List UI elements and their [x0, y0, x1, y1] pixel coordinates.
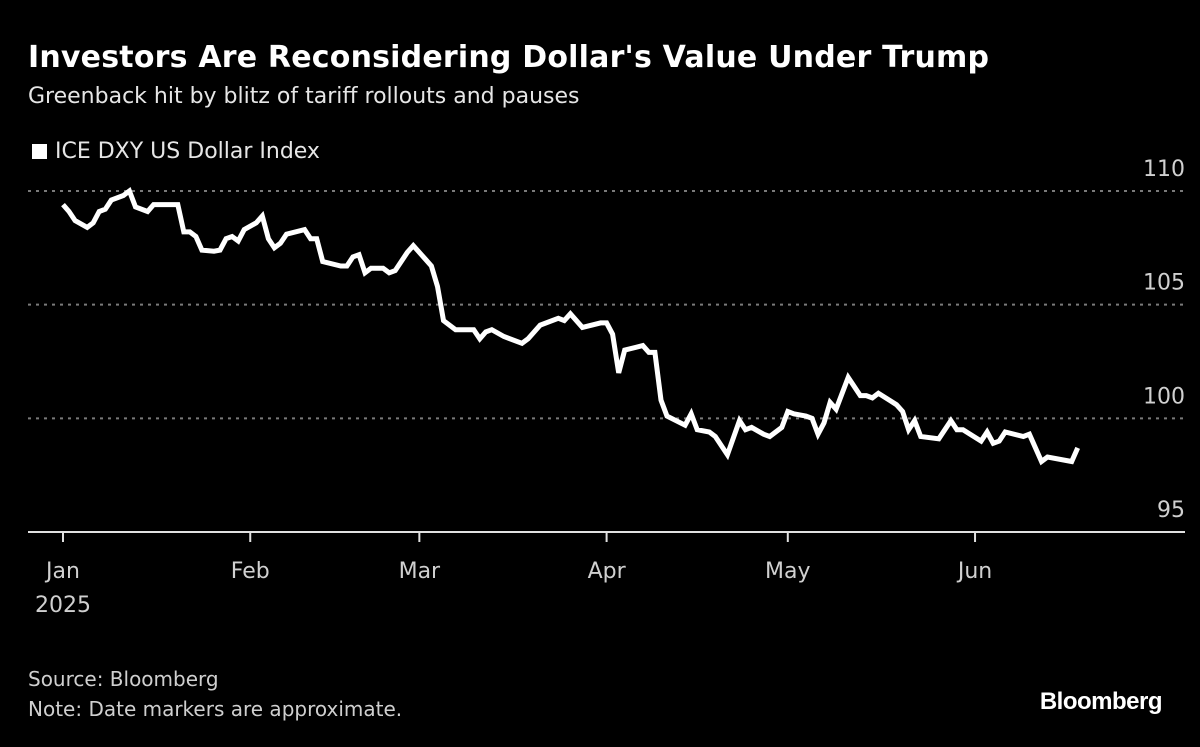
legend-swatch — [32, 144, 47, 159]
x-tick-label: Jan — [44, 559, 80, 584]
source-note: Source: Bloomberg — [28, 667, 219, 691]
x-tick-label: Mar — [399, 559, 441, 584]
chart-subtitle: Greenback hit by blitz of tariff rollout… — [28, 84, 580, 109]
x-tick-label: Apr — [588, 559, 627, 584]
bloomberg-logo: Bloomberg — [1039, 688, 1163, 715]
legend-label: ICE DXY US Dollar Index — [55, 139, 320, 164]
date-note: Note: Date markers are approximate. — [28, 697, 403, 721]
y-tick-label: 100 — [1143, 384, 1185, 409]
x-tick-label: Feb — [231, 559, 270, 584]
x-tick-label: May — [765, 559, 810, 584]
x-tick-year-label: 2025 — [35, 593, 91, 618]
series-line-dxy — [61, 187, 1080, 466]
x-tick-label: Jun — [956, 559, 992, 584]
y-tick-label: 105 — [1143, 271, 1185, 296]
chart-title: Investors Are Reconsidering Dollar's Val… — [28, 40, 990, 75]
y-tick-label: 110 — [1143, 157, 1185, 182]
y-tick-label: 95 — [1157, 498, 1185, 523]
legend: ICE DXY US Dollar Index — [32, 139, 320, 164]
